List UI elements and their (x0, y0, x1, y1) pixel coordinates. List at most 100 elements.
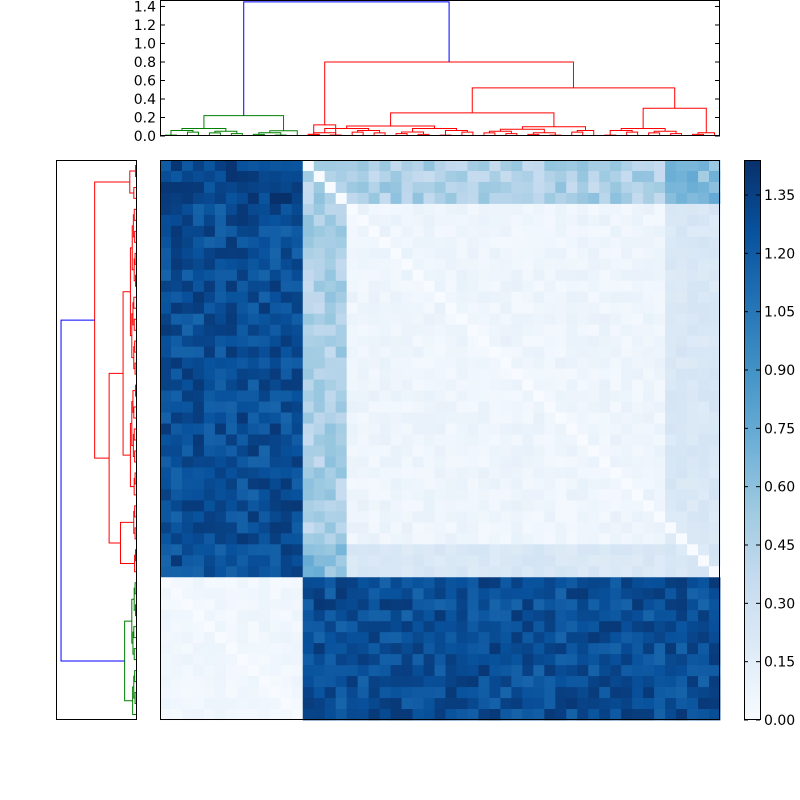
heatmap-cell (511, 621, 523, 633)
heatmap-cell (160, 577, 172, 589)
heatmap-cell (610, 577, 622, 589)
heatmap-cell (280, 577, 293, 589)
heatmap-cell (258, 687, 271, 699)
heatmap-cell (291, 258, 304, 271)
heatmap-cell (225, 192, 238, 205)
heatmap-cell (181, 621, 194, 633)
heatmap-cell (478, 555, 490, 567)
heatmap-cell (258, 357, 271, 370)
heatmap-cell (335, 390, 348, 402)
heatmap-cell (687, 599, 699, 611)
heatmap-cell (621, 665, 633, 677)
heatmap-cell (203, 544, 216, 556)
heatmap-cell (489, 577, 501, 589)
heatmap-cell (610, 390, 622, 402)
heatmap-cell (192, 709, 205, 721)
heatmap-cell (225, 368, 238, 381)
heatmap-cell (291, 478, 304, 490)
heatmap-cell (544, 698, 556, 710)
heatmap-cell (401, 610, 413, 622)
heatmap-cell (577, 379, 589, 391)
heatmap-cell (489, 533, 501, 545)
heatmap-cell (467, 500, 479, 512)
heatmap-cell (170, 709, 183, 721)
heatmap-cell (225, 269, 238, 282)
dendrogram-link (132, 390, 136, 414)
heatmap-cell (346, 621, 359, 633)
heatmap-cell (412, 478, 424, 490)
heatmap-cell (401, 368, 413, 381)
heatmap-cell (170, 203, 183, 216)
heatmap-cell (313, 181, 326, 194)
heatmap-cell (423, 192, 435, 205)
heatmap-cell (467, 379, 479, 391)
heatmap-cell (500, 324, 512, 337)
heatmap-cell (698, 291, 710, 304)
heatmap-cell (225, 335, 238, 348)
heatmap-cell (379, 170, 391, 183)
heatmap-cell (225, 709, 238, 721)
heatmap-cell (280, 566, 293, 578)
heatmap-cell (643, 280, 655, 293)
heatmap-cell (621, 225, 633, 238)
heatmap-cell (599, 698, 611, 710)
heatmap-cell (610, 192, 622, 205)
heatmap-cell (225, 632, 238, 644)
heatmap-cell (368, 368, 381, 381)
heatmap-cell (522, 346, 534, 359)
heatmap-cell (412, 610, 424, 622)
heatmap-cell (423, 588, 435, 600)
heatmap-cell (412, 599, 424, 611)
heatmap-cell (555, 665, 567, 677)
heatmap-cell (280, 665, 293, 677)
heatmap-cell (489, 489, 501, 501)
heatmap-cell (335, 599, 348, 611)
heatmap-cell (566, 555, 578, 567)
heatmap-cell (225, 511, 238, 523)
heatmap-cell (160, 456, 172, 468)
heatmap-cell (280, 291, 293, 304)
heatmap-cell (687, 160, 699, 172)
heatmap-cell (346, 313, 359, 326)
heatmap-cell (632, 214, 644, 227)
heatmap-cell (324, 566, 337, 578)
heatmap-cell (280, 599, 293, 611)
heatmap-cell (687, 390, 699, 402)
heatmap-cell (709, 170, 721, 183)
heatmap-cell (434, 621, 446, 633)
heatmap-cell (610, 588, 622, 600)
heatmap-cell (390, 357, 402, 370)
heatmap-cell (313, 456, 326, 468)
heatmap-cell (390, 555, 402, 567)
heatmap-cell (302, 698, 315, 710)
heatmap-cell (379, 160, 391, 172)
heatmap-cell (544, 533, 556, 545)
heatmap-cell (632, 643, 644, 655)
heatmap-cell (511, 522, 523, 534)
heatmap-cell (478, 236, 490, 249)
heatmap-cell (434, 698, 446, 710)
heatmap-cell (357, 566, 370, 578)
heatmap-cell (489, 258, 501, 271)
heatmap-cell (467, 632, 479, 644)
heatmap-cell (390, 522, 402, 534)
heatmap-cell (170, 544, 183, 556)
heatmap-cell (588, 676, 600, 688)
heatmap-cell (566, 368, 578, 381)
heatmap-cell (324, 335, 337, 348)
heatmap-cell (203, 621, 216, 633)
heatmap-cell (676, 412, 688, 424)
heatmap-cell (566, 456, 578, 468)
heatmap-cell (687, 269, 699, 282)
heatmap-cell (467, 676, 479, 688)
heatmap-cell (522, 500, 534, 512)
heatmap-cell (412, 390, 424, 402)
heatmap-cell (555, 478, 567, 490)
heatmap-cell (258, 401, 271, 413)
heatmap-cell (456, 698, 468, 710)
heatmap-cell (280, 313, 293, 326)
heatmap-cell (489, 687, 501, 699)
heatmap-cell (192, 324, 205, 337)
heatmap-cell (291, 599, 304, 611)
